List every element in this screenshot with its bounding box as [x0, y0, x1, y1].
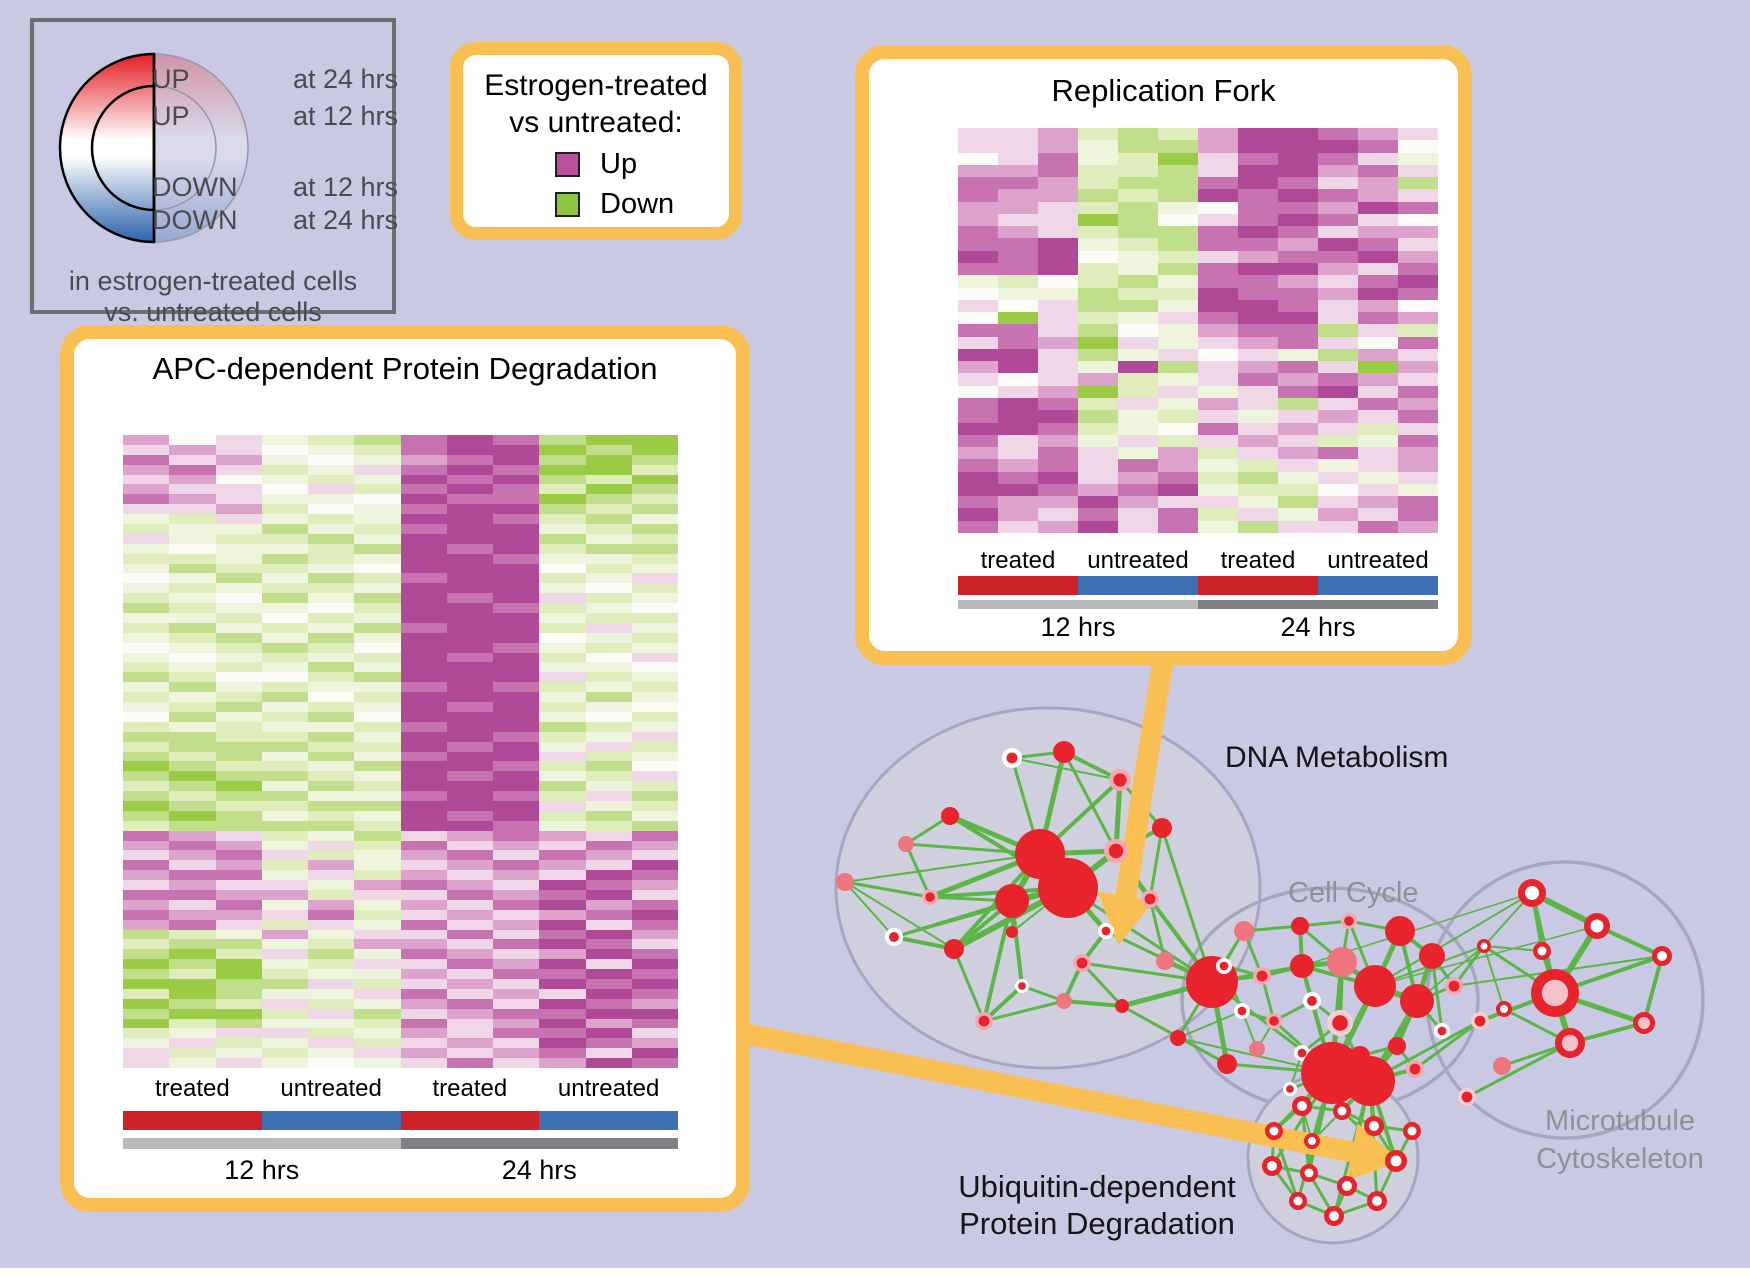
rf-treatment-bar — [958, 576, 1438, 595]
updown-time: at 24 hrs — [292, 205, 398, 235]
caption-line2: vs. untreated cells — [104, 297, 322, 327]
down-label: Down — [600, 188, 675, 220]
title-line2: vs untreated: — [509, 106, 683, 139]
group-label: untreated — [1087, 547, 1189, 574]
apc-time-labels: 12 hrs 24 hrs — [123, 1155, 678, 1186]
group-label: treated — [155, 1075, 230, 1102]
ubiquitin-line1: Ubiquitin-dependent — [958, 1169, 1236, 1204]
updown-dir: DOWN — [152, 205, 238, 235]
rf-heatmap — [958, 128, 1438, 533]
cell-cycle-label: Cell Cycle — [1288, 877, 1419, 909]
dna-metabolism-label: DNA Metabolism — [1225, 741, 1449, 774]
caption-line1: in estrogen-treated cells — [68, 266, 358, 296]
updown-legend-box: UP at 24 hrs UP at 12 hrs DOWN at 12 hrs… — [30, 18, 398, 327]
group-label: treated — [432, 1075, 508, 1102]
legend-row-up-24: UP at 24 hrs — [152, 64, 398, 95]
rf-time-bar — [958, 600, 1438, 609]
microtubule-line1: Microtubule — [1545, 1105, 1695, 1137]
legend-row-up-12: UP at 12 hrs — [152, 101, 398, 132]
group-label: treated — [980, 547, 1056, 574]
updown-dir: UP — [152, 101, 190, 131]
legend-item-up: Up — [555, 148, 729, 181]
apc-heatmap-panel: APC-dependent Protein Degradation treate… — [60, 325, 750, 1212]
legend-row-down-24: DOWN at 24 hrs — [152, 205, 398, 236]
updown-time: at 12 hrs — [292, 172, 398, 202]
rf-time-labels: 12 hrs 24 hrs — [958, 612, 1438, 643]
microtubule-label: Microtubule Cytoskeleton — [1450, 1102, 1750, 1178]
updown-caption: in estrogen-treated cells vs. untreated … — [34, 266, 392, 328]
group-label: untreated — [557, 1075, 660, 1102]
apc-panel-title: APC-dependent Protein Degradation — [152, 351, 658, 386]
updown-time: at 12 hrs — [292, 101, 398, 131]
apc-treatment-bar — [123, 1111, 678, 1130]
estrogen-legend-title: Estrogen-treated vs untreated: — [463, 67, 729, 141]
legend-row-down-12: DOWN at 12 hrs — [152, 172, 398, 203]
time-label-12: 12 hrs — [1040, 612, 1116, 642]
estrogen-legend-box: Estrogen-treated vs untreated: Up Down — [450, 42, 742, 240]
legend-item-down: Down — [555, 188, 729, 221]
updown-dir: UP — [152, 64, 190, 94]
ubiquitin-label: Ubiquitin-dependent Protein Degradation — [897, 1168, 1297, 1242]
updown-circle-icon — [58, 52, 249, 244]
microtubule-line2: Cytoskeleton — [1536, 1143, 1704, 1175]
apc-heatmap — [123, 435, 678, 1068]
group-label: untreated — [280, 1075, 382, 1102]
updown-time: at 24 hrs — [292, 64, 398, 94]
apc-time-bar — [123, 1138, 678, 1149]
up-color-swatch — [555, 152, 580, 177]
replication-fork-panel: Replication Fork treated untreated treat… — [855, 45, 1472, 665]
ubiquitin-line2: Protein Degradation — [959, 1206, 1235, 1241]
apc-group-labels: treated untreated treated untreated — [123, 1075, 678, 1103]
rf-panel-title: Replication Fork — [1051, 73, 1276, 108]
time-label-12: 12 hrs — [224, 1155, 300, 1185]
up-label: Up — [600, 148, 638, 180]
updown-dir: DOWN — [152, 172, 238, 202]
time-label-24: 24 hrs — [501, 1155, 577, 1185]
group-label: treated — [1220, 547, 1296, 574]
title-line1: Estrogen-treated — [484, 69, 708, 102]
rf-group-labels: treated untreated treated untreated — [958, 547, 1438, 575]
group-label: untreated — [1327, 547, 1429, 574]
bottom-margin — [0, 1268, 1750, 1279]
time-label-24: 24 hrs — [1280, 612, 1356, 642]
down-color-swatch — [555, 192, 580, 217]
